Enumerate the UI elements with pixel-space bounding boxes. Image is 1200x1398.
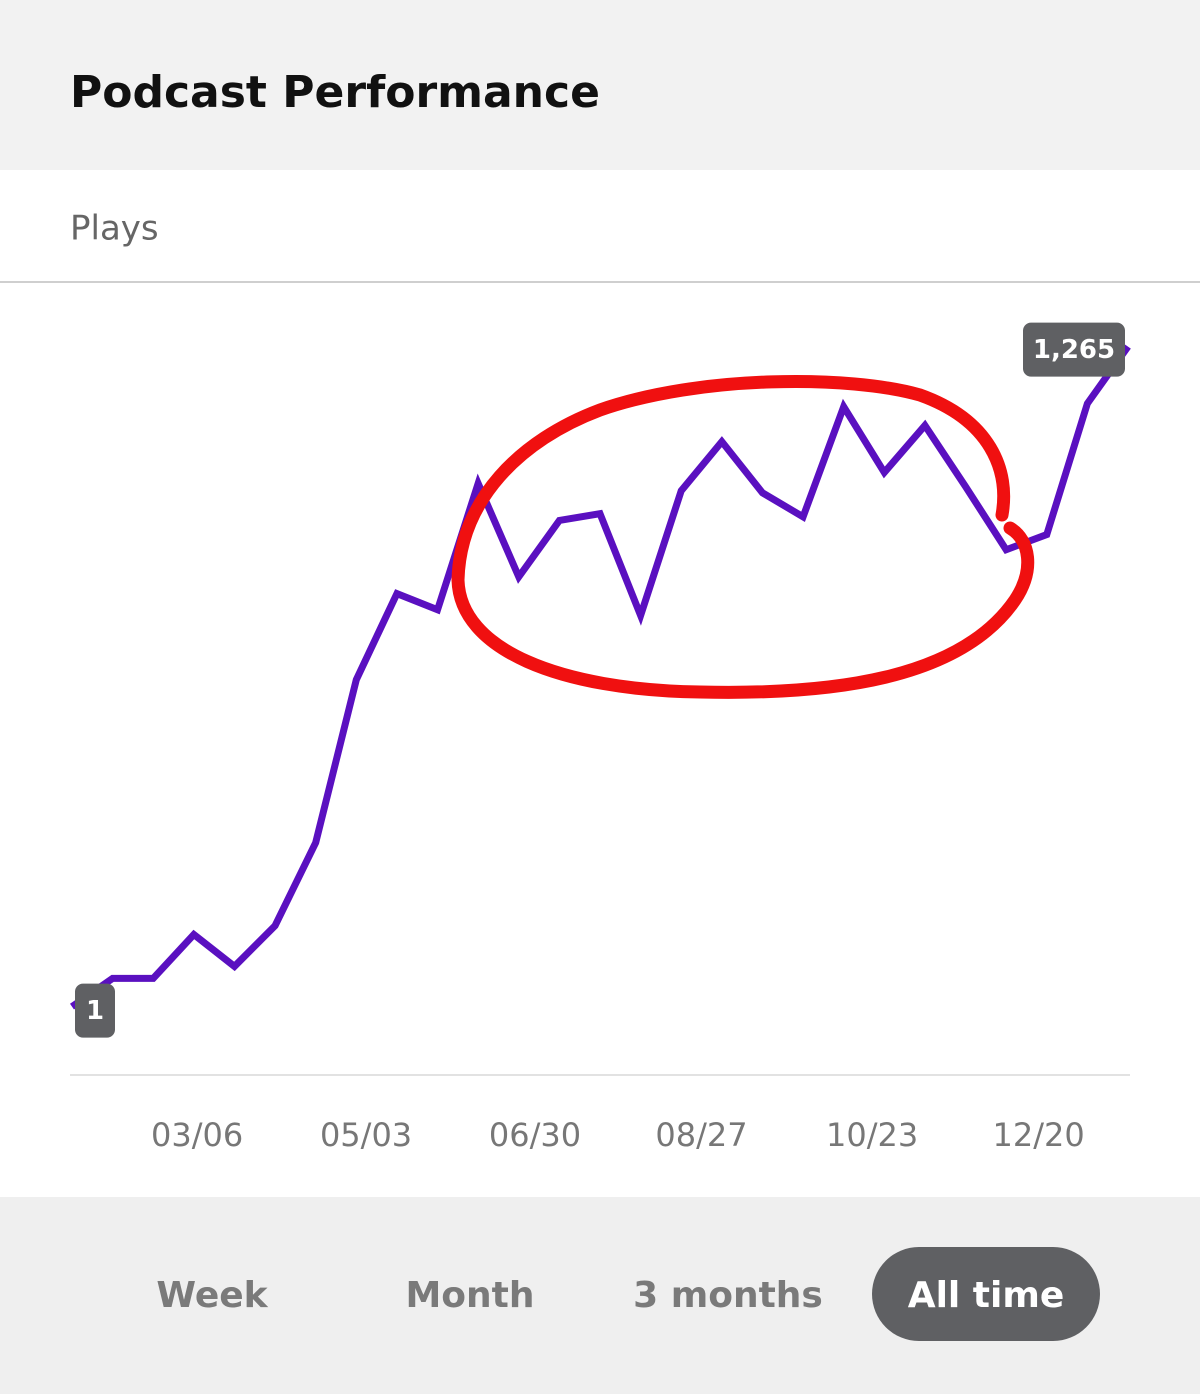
x-tick-label: 12/20 — [993, 1116, 1085, 1154]
metric-label: Plays — [70, 209, 159, 249]
tab[interactable]: 3 months — [633, 1275, 823, 1316]
x-tick-label: 08/27 — [655, 1116, 747, 1154]
header-bg — [0, 0, 1200, 170]
x-tick-label: 05/03 — [320, 1116, 412, 1154]
x-tick-label: 10/23 — [826, 1116, 918, 1154]
x-tick-label: 03/06 — [151, 1116, 243, 1154]
value-badge — [1023, 322, 1125, 377]
chart: 03/06 05/03 06/30 08/27 10/23 12/20 1 1,265 — [70, 322, 1131, 1154]
value-badge — [75, 983, 115, 1038]
tabs: Week Month 3 months All time — [156, 1247, 1100, 1341]
header-title: Podcast Performance — [70, 67, 600, 118]
tab[interactable]: Month — [405, 1275, 534, 1316]
tab[interactable]: Week — [156, 1275, 268, 1316]
value-label: 1,265 — [1033, 335, 1115, 365]
tab-selected-bg — [872, 1247, 1100, 1341]
x-tick-label: 06/30 — [489, 1116, 581, 1154]
hand-drawn-circle — [451, 374, 1035, 699]
value-label: 1 — [86, 996, 104, 1026]
tab-selected[interactable]: All time — [908, 1275, 1065, 1316]
plays-line — [70, 344, 1131, 1010]
